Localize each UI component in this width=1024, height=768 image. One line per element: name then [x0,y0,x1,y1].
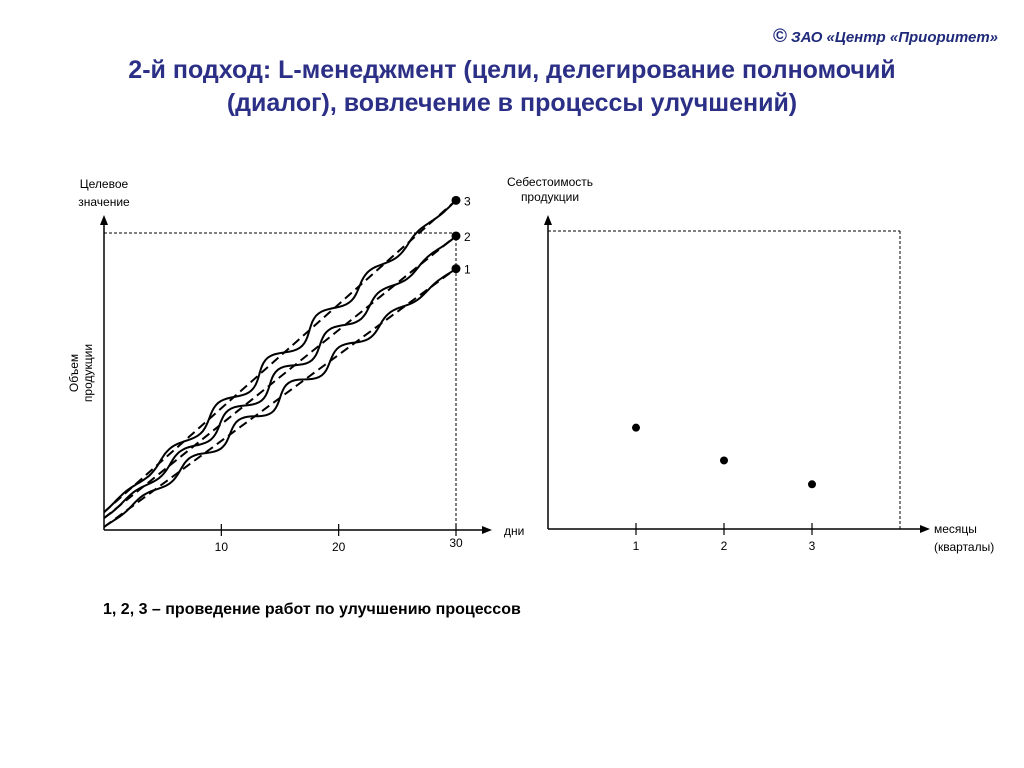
series-line-3 [103,199,457,513]
scatter-point-3 [808,480,816,489]
x-tick-label-left-30: 30 [449,536,463,550]
series-end-marker-2 [451,231,461,241]
title-line-1: 2-й подход: L-менеджмент (цели, делегиро… [128,56,896,84]
copyright-symbol: © [772,26,787,47]
x-tick-label-right-3: 3 [809,539,816,553]
x-tick-label-right-1: 1 [633,539,640,553]
x-axis-label-right-line-1: месяцы [934,522,977,536]
slide-title: 2-й подход: L-менеджмент (цели, делегиро… [60,54,964,120]
x-tick-label-left-10: 10 [215,540,229,554]
y-axis-arrow-left [100,215,108,225]
series-trend-2 [103,235,457,519]
series-label-2: 2 [464,230,471,244]
series-end-marker-3 [451,195,461,205]
copyright-text: ЗАО «Центр «Приоритет» [790,29,998,46]
x-tick-label-right-2: 2 [721,539,728,553]
series-label-3: 3 [464,194,471,208]
y-axis-top-label-right-line-2: продукции [521,190,579,204]
copyright-notice: © ЗАО «Центр «Приоритет» [773,26,998,48]
x-axis-arrow-left [482,526,492,534]
y-axis-side-label: Объем продукции [67,344,95,402]
x-tick-label-left-20: 20 [332,540,346,554]
series-line-1 [103,267,457,528]
y-axis-top-label-right-line-1: Себестоимость [507,175,593,189]
y-axis-side-label-line-2: продукции [81,344,95,402]
chart-caption: 1, 2, 3 – проведение работ по улучшению … [103,601,521,618]
series-trend-3 [103,199,457,513]
series-label-1: 1 [464,263,471,277]
scatter-point-2 [720,456,728,465]
title-line-2: (диалог), вовлечение в процессы улучшени… [226,89,798,117]
x-axis-arrow-right [920,525,930,533]
y-axis-side-label-line-1: Объем [67,354,81,392]
x-axis-label-right-line-2: (кварталы) [934,540,994,554]
series-end-marker-1 [451,264,461,274]
x-axis-label-left: дни [504,524,524,538]
y-axis-top-label-line-2: значение [78,195,130,209]
y-axis-top-label-line-1: Целевое [80,177,129,191]
y-axis-arrow-right [544,215,552,225]
series-line-2 [103,235,457,519]
scatter-point-1 [632,423,640,432]
